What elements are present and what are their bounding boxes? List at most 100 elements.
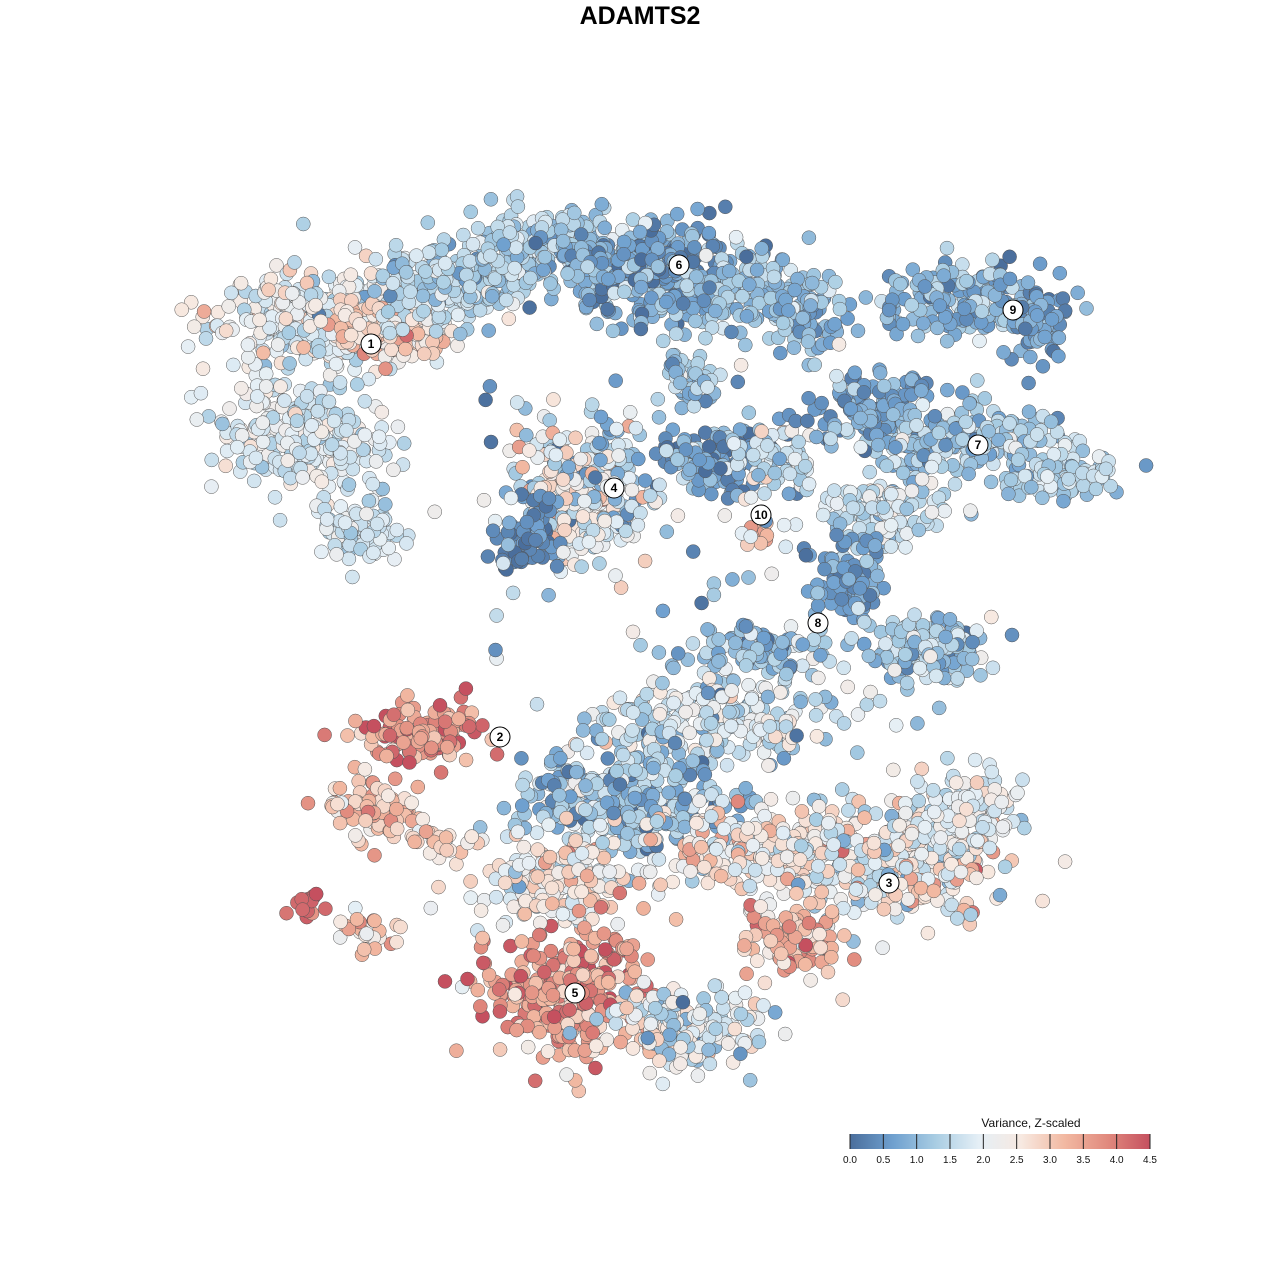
data-point bbox=[382, 325, 398, 341]
data-point bbox=[766, 269, 782, 285]
data-point bbox=[853, 440, 869, 455]
data-point bbox=[502, 515, 517, 531]
data-point bbox=[800, 334, 816, 349]
data-point bbox=[955, 432, 970, 447]
data-point bbox=[637, 473, 653, 488]
data-point bbox=[278, 311, 294, 326]
data-point bbox=[870, 568, 885, 584]
data-point bbox=[1051, 330, 1067, 345]
data-point bbox=[898, 647, 913, 662]
data-point bbox=[452, 326, 468, 342]
data-point bbox=[643, 488, 658, 503]
data-point bbox=[939, 333, 955, 349]
data-point bbox=[870, 437, 886, 453]
data-point bbox=[963, 503, 978, 518]
data-point bbox=[917, 820, 933, 835]
data-point bbox=[321, 269, 337, 285]
data-point bbox=[515, 777, 530, 793]
data-point bbox=[437, 256, 453, 271]
data-point bbox=[975, 820, 990, 835]
data-point bbox=[713, 461, 728, 476]
data-point bbox=[953, 864, 969, 880]
data-point bbox=[580, 259, 595, 275]
data-point bbox=[757, 486, 772, 501]
data-point bbox=[692, 452, 707, 468]
data-point bbox=[543, 276, 558, 291]
data-point bbox=[959, 802, 974, 817]
data-point bbox=[324, 437, 340, 452]
data-point bbox=[374, 404, 390, 420]
data-point bbox=[295, 470, 310, 485]
data-point bbox=[898, 805, 913, 821]
data-point bbox=[781, 486, 797, 502]
data-point bbox=[973, 668, 988, 683]
data-point bbox=[515, 459, 530, 475]
data-point bbox=[887, 662, 902, 678]
data-point bbox=[762, 719, 778, 734]
data-point bbox=[378, 361, 393, 376]
data-point bbox=[984, 609, 999, 625]
data-point bbox=[804, 275, 820, 291]
data-point bbox=[689, 815, 704, 831]
data-point bbox=[196, 304, 212, 319]
data-point bbox=[569, 737, 585, 753]
data-point bbox=[867, 538, 883, 553]
data-point bbox=[696, 293, 712, 308]
data-point bbox=[280, 453, 296, 468]
data-point bbox=[911, 793, 926, 809]
data-point bbox=[845, 500, 861, 516]
data-point bbox=[261, 282, 276, 298]
data-point bbox=[698, 248, 714, 263]
data-point bbox=[481, 323, 496, 338]
data-point bbox=[631, 451, 646, 467]
data-point bbox=[347, 434, 362, 449]
data-point bbox=[365, 476, 380, 492]
data-point bbox=[866, 835, 882, 851]
data-point bbox=[686, 398, 702, 414]
data-point bbox=[575, 509, 591, 524]
data-point bbox=[428, 324, 444, 339]
data-point bbox=[653, 877, 668, 893]
data-point bbox=[692, 793, 707, 809]
data-point bbox=[699, 732, 714, 748]
data-point bbox=[928, 668, 944, 684]
data-point bbox=[685, 636, 701, 651]
data-point bbox=[1002, 416, 1017, 431]
data-point bbox=[615, 747, 631, 763]
data-point bbox=[273, 379, 288, 394]
data-point bbox=[487, 271, 503, 286]
data-point bbox=[403, 284, 418, 299]
data-point bbox=[246, 473, 262, 489]
data-point bbox=[711, 654, 726, 669]
data-point bbox=[767, 465, 783, 481]
data-point bbox=[829, 527, 844, 543]
data-point bbox=[909, 418, 924, 433]
data-point bbox=[636, 901, 651, 916]
data-point bbox=[215, 416, 230, 432]
data-point bbox=[252, 312, 267, 328]
data-point bbox=[310, 403, 326, 419]
data-point bbox=[383, 288, 398, 304]
data-point bbox=[381, 540, 396, 556]
data-point bbox=[895, 316, 911, 332]
data-point bbox=[409, 248, 424, 263]
data-point bbox=[801, 390, 816, 406]
data-point bbox=[994, 794, 1009, 810]
data-point bbox=[339, 423, 354, 438]
data-point bbox=[685, 753, 701, 769]
data-point bbox=[703, 716, 719, 731]
data-point bbox=[345, 569, 360, 585]
data-point bbox=[665, 874, 680, 890]
data-point bbox=[728, 635, 743, 651]
data-point bbox=[418, 264, 433, 279]
data-point bbox=[601, 271, 616, 287]
data-point bbox=[624, 482, 640, 498]
data-point bbox=[272, 512, 288, 528]
data-point bbox=[633, 279, 649, 295]
data-point bbox=[742, 277, 757, 292]
data-point bbox=[939, 240, 955, 256]
data-point bbox=[420, 215, 436, 230]
data-point bbox=[792, 852, 808, 867]
data-point bbox=[337, 515, 353, 530]
